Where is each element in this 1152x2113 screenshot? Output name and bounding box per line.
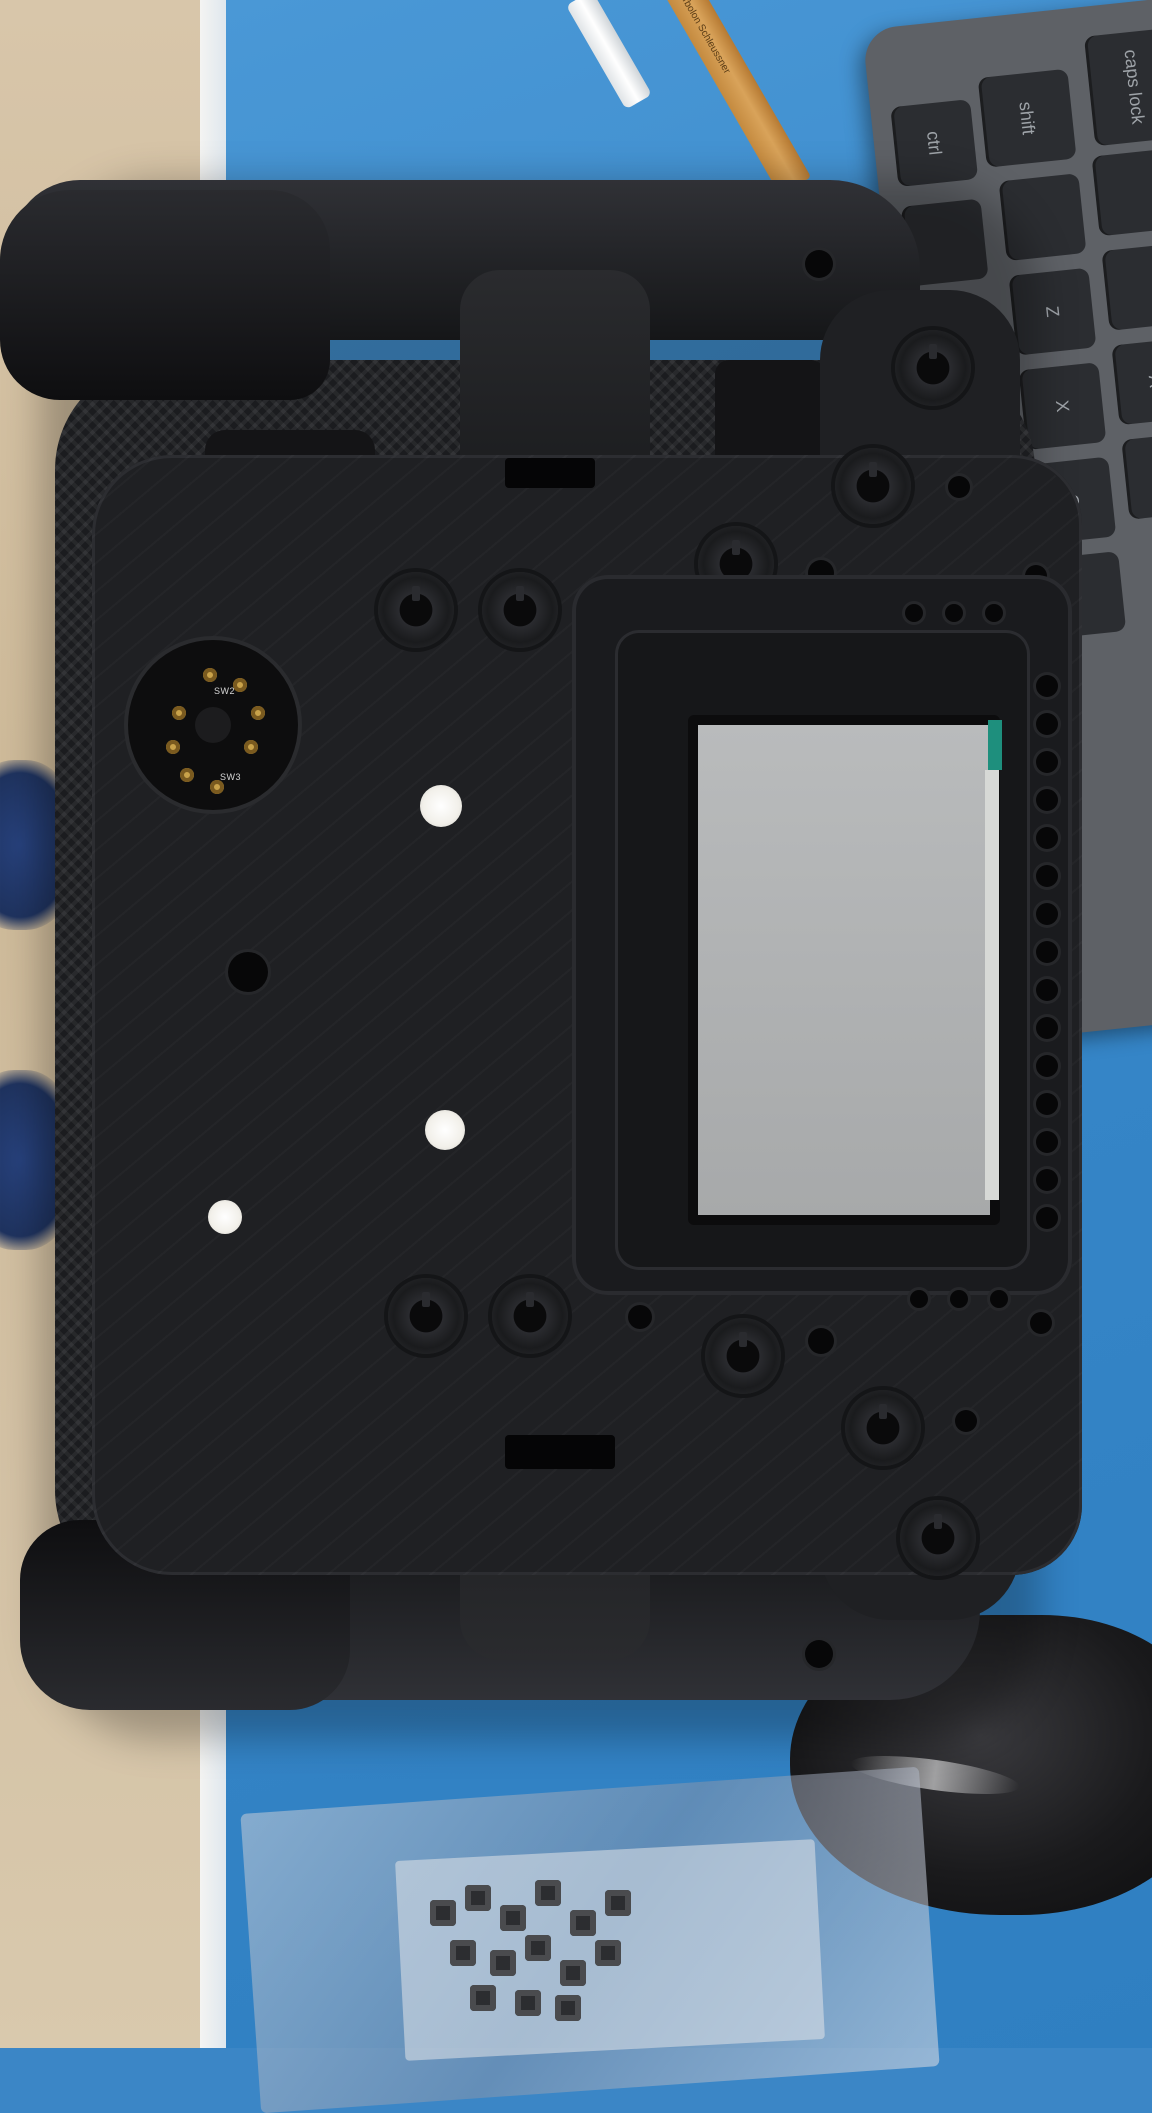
top-left-grip-cap bbox=[0, 190, 330, 400]
led-hole bbox=[1036, 903, 1058, 925]
key-caps-lock[interactable]: caps lock bbox=[1083, 27, 1152, 147]
led-hole bbox=[1036, 865, 1058, 887]
white-rotary-shaft[interactable] bbox=[420, 785, 462, 827]
tact-switch bbox=[525, 1935, 551, 1961]
screw-hole bbox=[955, 1410, 977, 1432]
key-blank-5[interactable] bbox=[1121, 431, 1152, 520]
led-hole bbox=[910, 1290, 928, 1308]
led-hole bbox=[1036, 1131, 1058, 1153]
led-hole bbox=[945, 604, 963, 622]
push-button[interactable] bbox=[492, 1278, 568, 1354]
led-hole bbox=[1036, 675, 1058, 697]
tact-switch bbox=[515, 1990, 541, 2016]
tact-switch bbox=[470, 1985, 496, 2011]
led-hole bbox=[950, 1290, 968, 1308]
mount-hole bbox=[805, 1640, 833, 1668]
white-rotary-shaft[interactable] bbox=[208, 1200, 242, 1234]
mount-hole bbox=[805, 250, 833, 278]
tact-switch bbox=[570, 1910, 596, 1936]
push-button[interactable] bbox=[705, 1318, 781, 1394]
key-blank-2[interactable] bbox=[1091, 148, 1152, 237]
push-button[interactable] bbox=[482, 572, 558, 648]
key-label: A bbox=[1145, 374, 1152, 389]
screw-hole bbox=[628, 1305, 652, 1329]
screw-hole bbox=[1030, 1312, 1052, 1334]
push-button[interactable] bbox=[835, 448, 911, 524]
led-hole bbox=[1036, 979, 1058, 1001]
pcb-pad bbox=[244, 740, 258, 754]
led-hole bbox=[1036, 1093, 1058, 1115]
key-shift[interactable]: shift bbox=[977, 68, 1077, 168]
screw-hole bbox=[948, 476, 970, 498]
key-ctrl[interactable]: ctrl bbox=[890, 99, 979, 188]
push-button[interactable] bbox=[378, 572, 454, 648]
key-label: X bbox=[1052, 399, 1074, 414]
white-rotary-shaft[interactable] bbox=[425, 1110, 465, 1150]
tact-switch bbox=[430, 1900, 456, 1926]
tact-switches bbox=[420, 1880, 700, 2021]
pcb-pad bbox=[233, 678, 247, 692]
key-label: caps lock bbox=[1121, 48, 1149, 126]
top-slot bbox=[505, 458, 595, 488]
lcd-screen bbox=[688, 715, 1000, 1225]
led-column bbox=[1032, 675, 1062, 1245]
key-a[interactable]: A bbox=[1111, 337, 1152, 426]
led-hole bbox=[1036, 751, 1058, 773]
screw-hole bbox=[808, 1328, 834, 1354]
pcb-center bbox=[195, 707, 231, 743]
led-hole bbox=[1036, 941, 1058, 963]
led-hole bbox=[1036, 1017, 1058, 1039]
toggle-mount-hole bbox=[228, 952, 268, 992]
push-button[interactable] bbox=[900, 1500, 976, 1576]
tact-switch bbox=[595, 1940, 621, 1966]
pcb-pad bbox=[251, 706, 265, 720]
key-label: Z bbox=[1042, 305, 1064, 319]
bottom-slot bbox=[505, 1435, 615, 1469]
push-button[interactable] bbox=[895, 330, 971, 406]
led-hole bbox=[1036, 1207, 1058, 1229]
tact-switch bbox=[560, 1960, 586, 1986]
led-hole bbox=[905, 604, 923, 622]
push-button[interactable] bbox=[845, 1390, 921, 1466]
led-hole bbox=[1036, 713, 1058, 735]
silkscreen-sw2: SW2 bbox=[214, 686, 236, 696]
tact-switch bbox=[490, 1950, 516, 1976]
key-label: ctrl bbox=[923, 130, 946, 156]
led-hole bbox=[1036, 827, 1058, 849]
silkscreen-sw3: SW3 bbox=[220, 772, 242, 782]
key-label: shift bbox=[1015, 100, 1040, 136]
led-hole bbox=[1036, 789, 1058, 811]
tact-switch bbox=[535, 1880, 561, 1906]
tact-switch bbox=[465, 1885, 491, 1911]
led-hole bbox=[990, 1290, 1008, 1308]
tact-switch bbox=[450, 1940, 476, 1966]
led-hole bbox=[1036, 1055, 1058, 1077]
pcb-pad bbox=[203, 668, 217, 682]
pcb-pad bbox=[210, 780, 224, 794]
led-hole bbox=[985, 604, 1003, 622]
screen-connector-tab bbox=[988, 720, 1002, 770]
pcb-pad bbox=[180, 768, 194, 782]
tact-switch bbox=[555, 1995, 581, 2021]
pcb-pad bbox=[172, 706, 186, 720]
tact-switch bbox=[500, 1905, 526, 1931]
push-button[interactable] bbox=[388, 1278, 464, 1354]
led-hole bbox=[1036, 1169, 1058, 1191]
tact-switch bbox=[605, 1890, 631, 1916]
pcb-pad bbox=[166, 740, 180, 754]
key-blank-4[interactable] bbox=[1101, 242, 1152, 331]
screen-flex-edge bbox=[985, 770, 999, 1200]
